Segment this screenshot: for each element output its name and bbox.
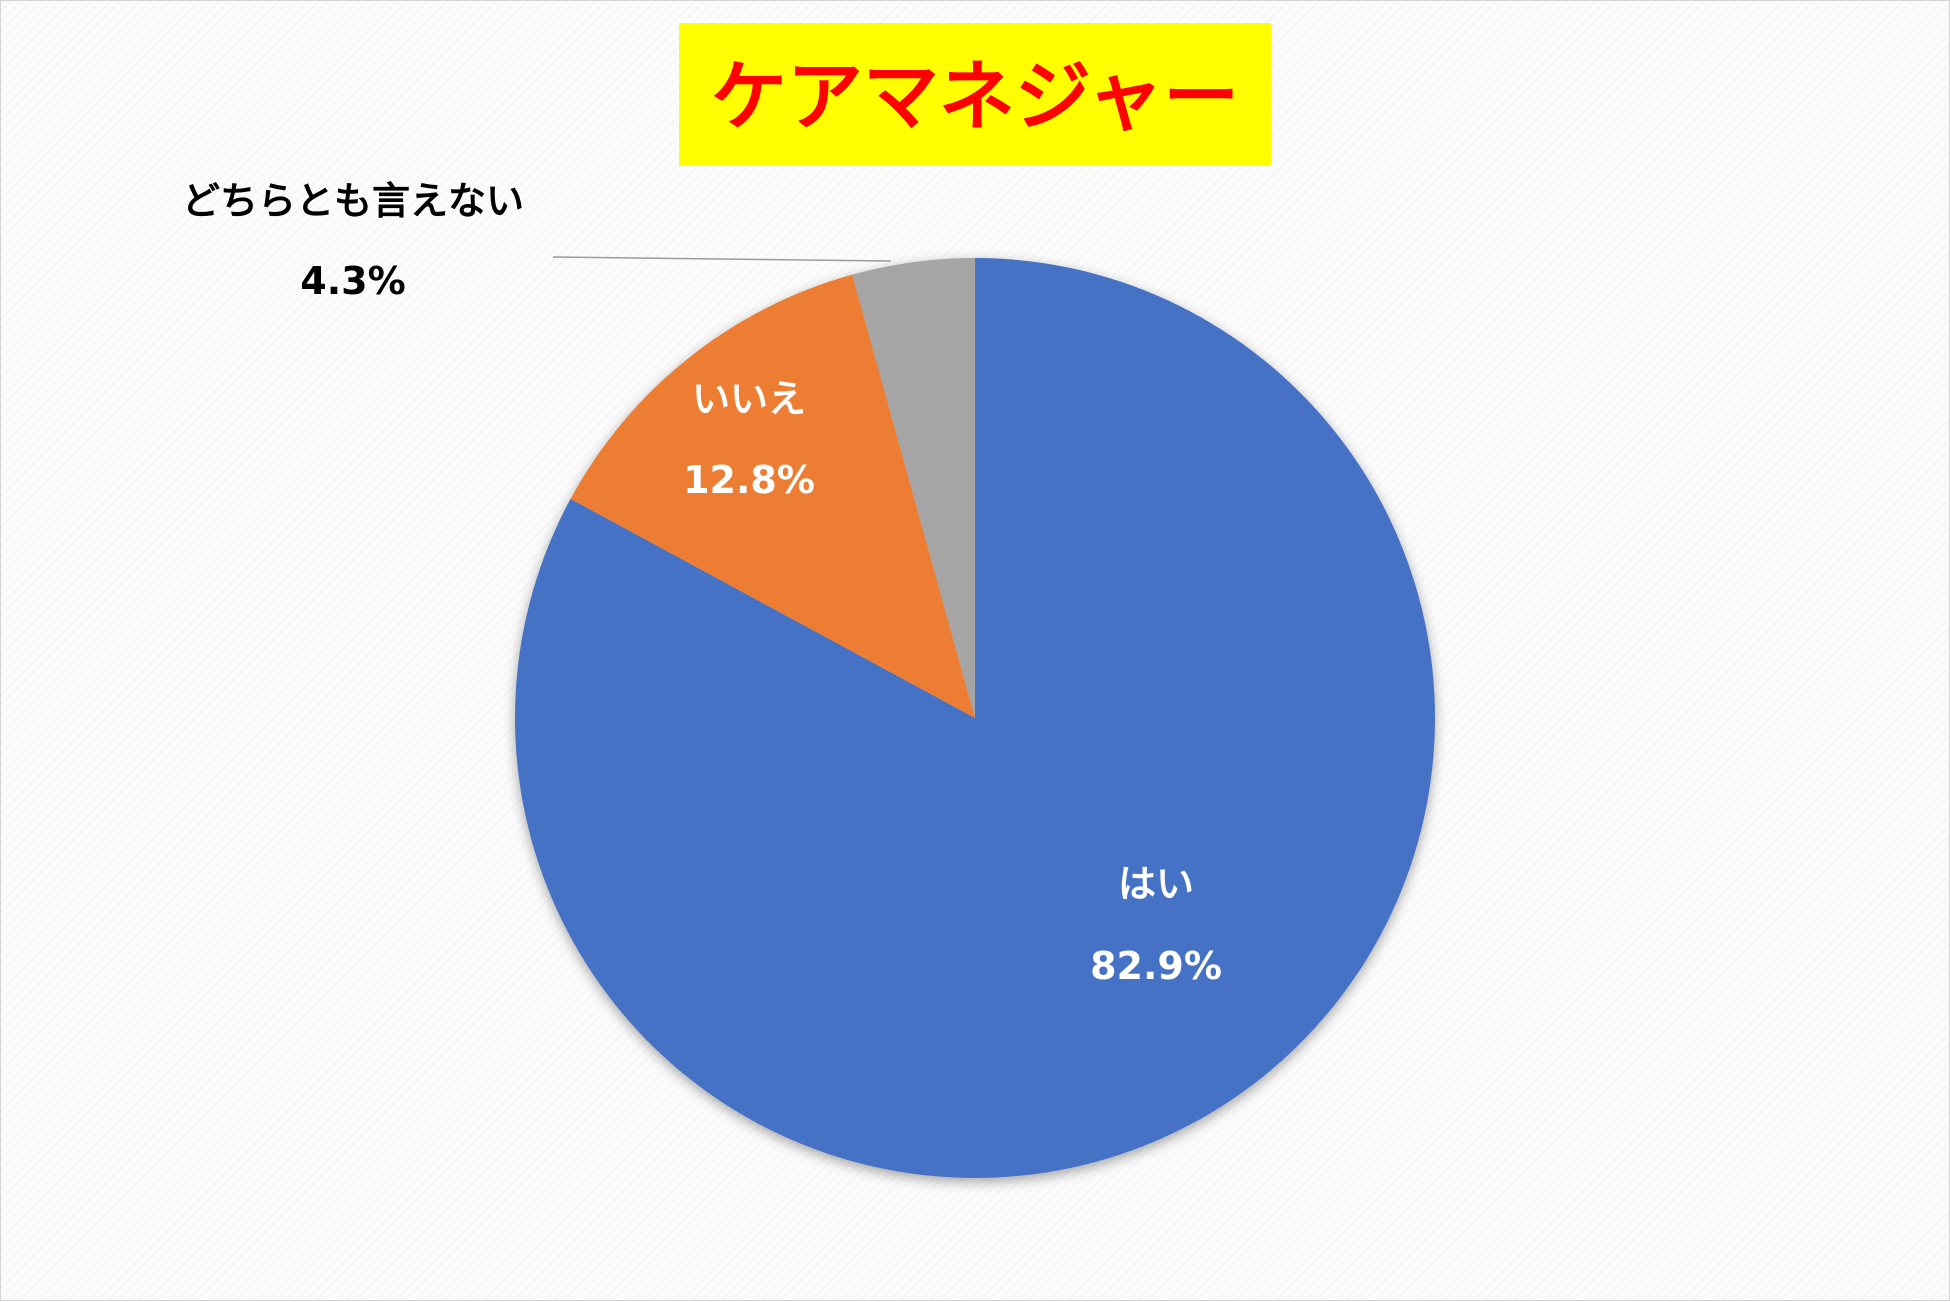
leader-line-dochiratomo <box>552 256 892 262</box>
data-labels: はい 82.9% いいえ 12.8% どちらとも言えない 4.3% <box>182 179 1222 988</box>
slice-value-hai: 82.9% <box>1090 944 1222 988</box>
slice-value-iie: 12.8% <box>683 458 815 502</box>
slice-label-dochiratomo: どちらとも言えない <box>182 179 524 223</box>
chart-title: ケアマネジャー <box>711 52 1239 141</box>
slice-label-iie: いいえ <box>692 377 806 421</box>
slice-iie <box>570 274 975 718</box>
slice-value-dochiratomo: 4.3% <box>300 259 405 303</box>
slice-dochiratomo <box>852 258 975 718</box>
slice-hai <box>514 258 1436 1179</box>
slice-label-hai: はい <box>1118 862 1194 906</box>
pie-slices <box>514 258 1436 1179</box>
chart-title-background <box>679 23 1271 166</box>
